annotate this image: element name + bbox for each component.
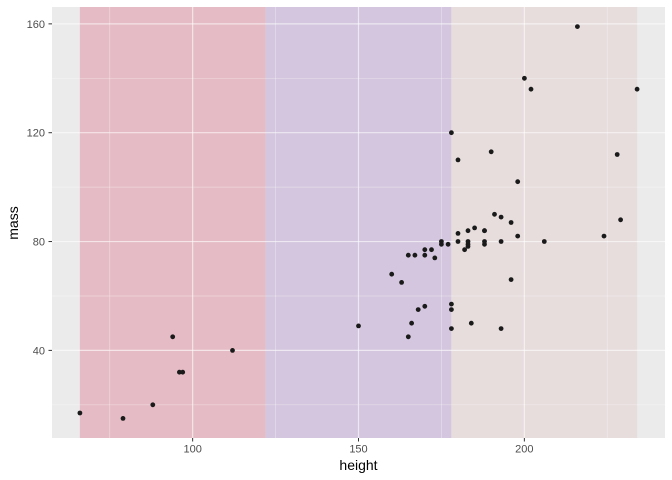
data-point [409, 320, 414, 326]
data-point [405, 334, 411, 340]
data-point [389, 271, 395, 277]
x-tick-label: 100 [183, 444, 201, 456]
data-point [515, 179, 521, 185]
data-point [508, 220, 514, 225]
data-point [356, 323, 361, 329]
data-point [422, 252, 428, 258]
x-axis-title: height [339, 457, 378, 473]
data-point [399, 280, 404, 285]
data-point [465, 241, 471, 247]
data-point [405, 252, 411, 258]
data-point [488, 149, 494, 155]
data-point [482, 241, 487, 247]
data-point [482, 228, 487, 234]
data-point [601, 233, 607, 239]
data-point [618, 217, 623, 223]
data-point [455, 239, 461, 244]
data-point [449, 326, 454, 331]
y-tick-label: 120 [27, 128, 45, 140]
data-point [515, 233, 521, 239]
data-point [449, 301, 454, 307]
data-point [528, 86, 534, 92]
data-point [575, 24, 580, 29]
data-point [177, 369, 182, 375]
data-point [498, 326, 504, 331]
data-point [170, 334, 176, 340]
data-point [415, 307, 421, 312]
data-point [468, 320, 474, 326]
data-point [522, 75, 527, 81]
data-point [150, 402, 156, 408]
data-point [449, 307, 454, 312]
y-tick-label: 80 [33, 237, 45, 249]
data-point [445, 241, 451, 247]
data-point [230, 348, 235, 353]
data-point [465, 228, 471, 234]
data-point [429, 247, 434, 253]
x-tick-label: 200 [515, 444, 533, 456]
data-point [432, 255, 438, 261]
data-point [498, 214, 504, 220]
data-point [439, 239, 444, 244]
data-point [541, 239, 547, 244]
y-tick-label: 40 [33, 345, 45, 357]
data-point [462, 247, 467, 253]
y-axis-title-text: mass [5, 205, 21, 240]
data-point [492, 211, 497, 217]
data-point [422, 247, 428, 253]
y-axis-title: mass [4, 7, 22, 438]
data-point [120, 416, 126, 421]
height-band-low [79, 7, 266, 438]
data-point [412, 252, 418, 258]
x-tick-label: 150 [349, 444, 367, 456]
data-point [508, 277, 514, 282]
data-point [455, 157, 461, 163]
data-point [180, 369, 186, 375]
data-point [455, 231, 461, 236]
data-point [449, 130, 454, 136]
data-point [498, 239, 504, 244]
height-band-high [451, 7, 638, 438]
data-point [634, 86, 640, 92]
data-point [472, 225, 477, 231]
data-point [77, 410, 83, 416]
data-point [422, 303, 428, 309]
y-tick-label: 160 [27, 19, 45, 31]
data-point [614, 152, 620, 157]
